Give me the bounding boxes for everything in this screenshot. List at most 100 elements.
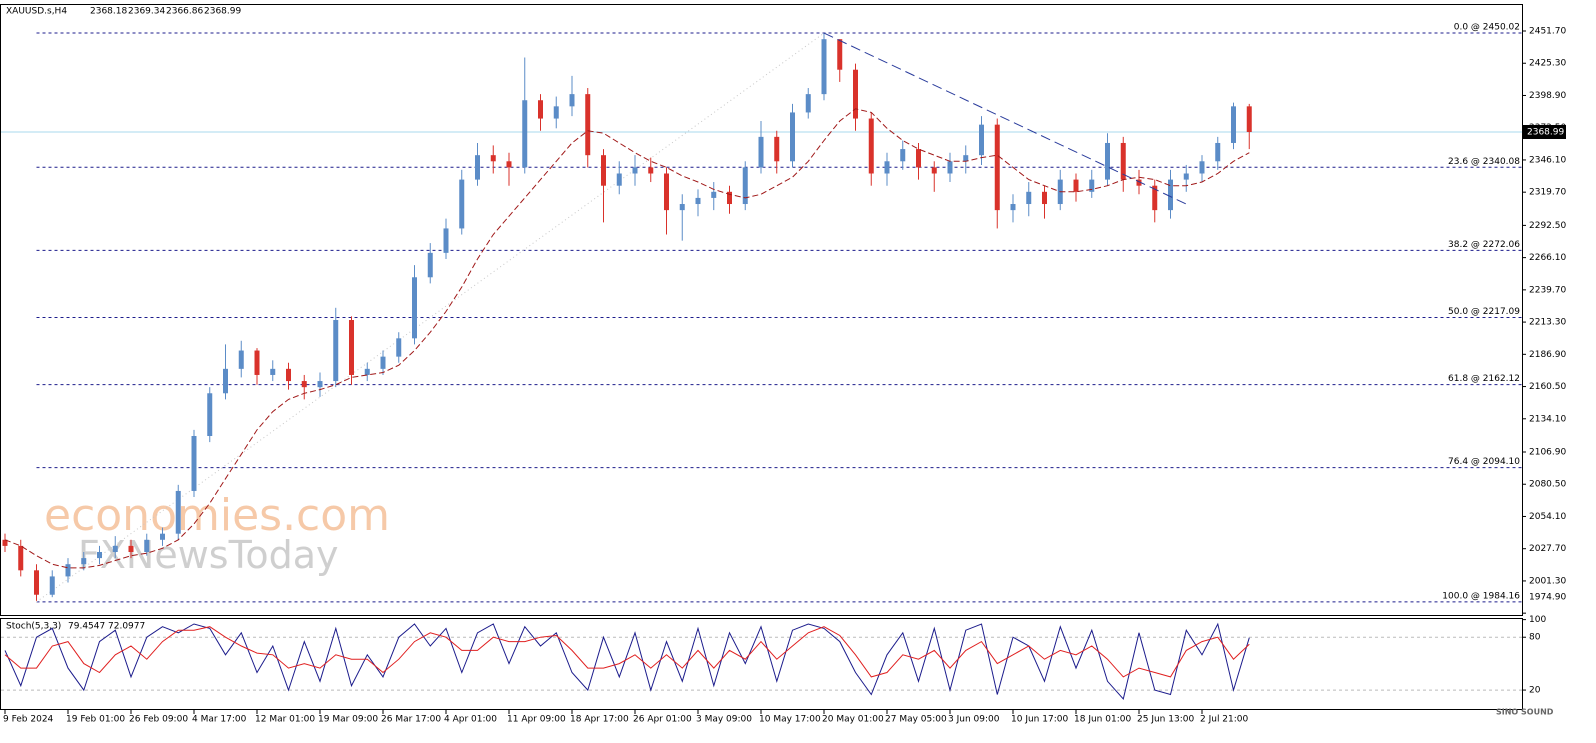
x-tick-label: 12 Mar 01:00: [255, 715, 315, 725]
stoch-tick-label: 20: [1529, 686, 1541, 696]
candle-body: [585, 94, 591, 156]
price-label-box: [1522, 124, 1566, 139]
watermark-group: economies.com FXNewsToday: [44, 490, 390, 577]
candle-body: [65, 564, 71, 577]
candle-body: [128, 545, 134, 552]
candle-body: [774, 136, 780, 162]
candle-body: [884, 161, 890, 174]
x-tick-label: 9 Feb 2024: [3, 715, 54, 725]
y-tick-label: 2425.30: [1529, 59, 1566, 69]
candle-body: [1010, 204, 1016, 211]
trendline: [823, 32, 1187, 205]
y-tick-label: 2398.90: [1529, 91, 1566, 101]
candle-body: [317, 381, 323, 388]
candle-body: [1246, 106, 1252, 132]
candle-body: [758, 136, 764, 168]
candle-body: [34, 570, 39, 595]
candle-body: [821, 39, 827, 95]
candle-body: [1152, 185, 1158, 211]
stoch-signal: [4, 626, 1250, 678]
candle-body: [616, 173, 622, 186]
candle-body: [1231, 106, 1236, 143]
last-open: 2368.18: [90, 7, 127, 17]
candle-body: [396, 338, 402, 357]
y-tick-label: 1974.90: [1529, 593, 1566, 603]
candle-body: [1136, 179, 1142, 186]
x-tick-label: 4 Mar 17:00: [192, 715, 247, 725]
fib-label: 76.4 @ 2094.10: [1448, 457, 1520, 467]
candle-body: [97, 551, 102, 559]
watermark: FXNewsToday: [78, 533, 338, 577]
last-close: 2368.99: [204, 7, 241, 17]
candle-body: [1105, 142, 1110, 180]
x-tick-label: 19 Mar 09:00: [318, 715, 378, 725]
fib-label: 100.0 @ 1984.16: [1442, 591, 1520, 601]
candle-body: [333, 320, 339, 382]
y-tick-label: 2054.10: [1529, 512, 1566, 522]
x-tick-label: 4 Apr 01:00: [444, 715, 497, 725]
candle-body: [853, 69, 858, 119]
candle-body: [412, 277, 417, 339]
candle-body: [648, 167, 654, 174]
x-tick-label: 26 Mar 17:00: [381, 715, 441, 725]
x-tick-label: 26 Feb 09:00: [129, 715, 188, 725]
y-tick-label: 2239.70: [1529, 285, 1566, 295]
candle-body: [1073, 179, 1079, 192]
candle-body: [506, 161, 512, 168]
y-tick-label: 2319.70: [1529, 188, 1566, 198]
candle-body: [18, 545, 24, 571]
candle-body: [270, 368, 276, 375]
x-tick-label: 3 May 09:00: [696, 715, 752, 725]
candle-body: [286, 368, 291, 382]
candle-body: [916, 149, 921, 168]
candle-body: [112, 545, 118, 552]
x-tick-label: 19 Feb 01:00: [66, 715, 125, 725]
candle-body: [207, 393, 213, 437]
candle-body: [427, 252, 433, 278]
moving-average: [4, 108, 1250, 569]
candle-body: [1168, 179, 1173, 211]
candle-body: [931, 167, 937, 174]
stoch-signal-value: 72.0977: [108, 622, 145, 632]
candle-body: [191, 436, 197, 491]
candle-body: [1026, 191, 1032, 205]
candle-body: [254, 350, 260, 375]
candle-body: [2, 539, 8, 546]
x-tick-label: 2 Jul 21:00: [1200, 715, 1249, 725]
candle-body: [490, 155, 496, 162]
candle-body: [49, 576, 55, 595]
stoch-main: [4, 622, 1250, 700]
candle-body: [459, 179, 465, 229]
y-tick-label: 2027.70: [1529, 544, 1566, 554]
y-tick-label: 2001.30: [1529, 576, 1566, 586]
x-tick-label: 18 Apr 17:00: [570, 715, 629, 725]
candle-body: [522, 100, 528, 168]
candle-body: [81, 558, 87, 565]
stoch-label: Stoch(5,3,3): [6, 622, 61, 632]
x-tick-label: 10 May 17:00: [759, 715, 821, 725]
fib-label: 38.2 @ 2272.06: [1448, 240, 1520, 250]
candle-body: [601, 155, 606, 186]
candle-body: [868, 118, 874, 174]
fib-label: 0.0 @ 2450.02: [1454, 23, 1520, 33]
candle-body: [1199, 161, 1205, 174]
candle-body: [475, 155, 480, 180]
candle-body: [301, 381, 307, 388]
candle-body: [538, 100, 543, 119]
y-tick-label: 2160.50: [1529, 382, 1566, 392]
y-tick-label: 2213.30: [1529, 318, 1566, 328]
candle-body: [1120, 142, 1126, 180]
candle-body: [805, 94, 811, 113]
candle-body: [223, 368, 228, 394]
y-tick-label: 2134.10: [1529, 414, 1566, 424]
candle-body: [790, 112, 795, 162]
x-tick-label: 11 Apr 09:00: [507, 715, 566, 725]
y-tick-label: 2346.10: [1529, 155, 1566, 165]
candle-body: [711, 191, 717, 198]
x-tick-label: 25 Jun 13:00: [1137, 715, 1194, 725]
candle-body: [695, 197, 701, 205]
candle-body: [569, 94, 575, 107]
candle-body: [1183, 173, 1189, 180]
